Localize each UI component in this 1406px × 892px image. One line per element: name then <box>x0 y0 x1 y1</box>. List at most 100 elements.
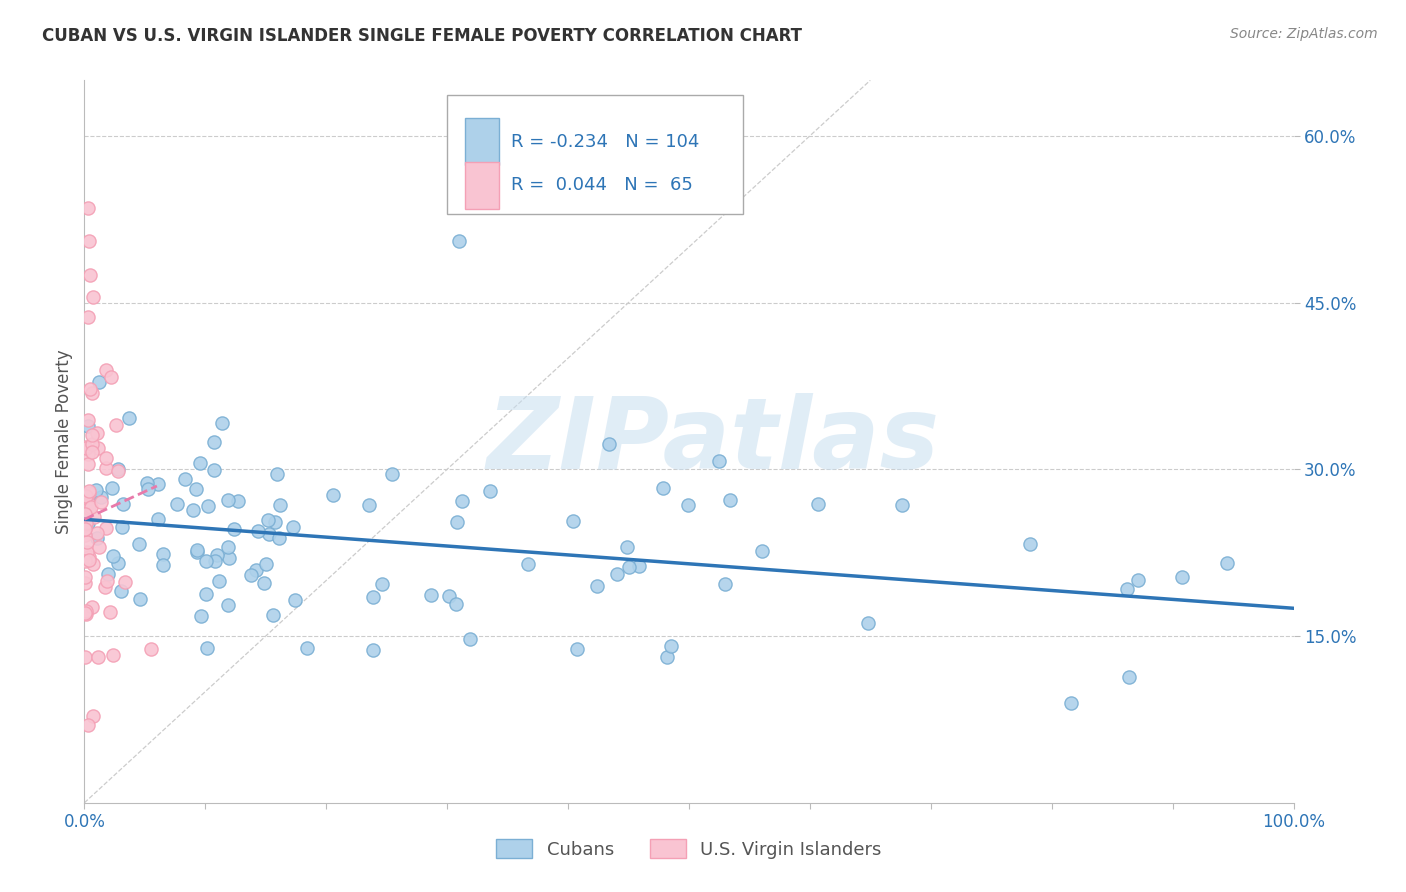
Point <box>357 498 380 512</box>
Point <box>190 456 212 470</box>
FancyBboxPatch shape <box>447 95 744 214</box>
Legend: Cubans, U.S. Virgin Islanders: Cubans, U.S. Virgin Islanders <box>489 832 889 866</box>
Point <box>197 640 219 655</box>
Point <box>76 490 98 504</box>
Point <box>76 413 98 427</box>
Point <box>245 563 267 577</box>
Point <box>807 497 830 511</box>
Point <box>73 650 96 665</box>
Point <box>139 642 162 657</box>
Point <box>616 541 638 555</box>
Bar <box>465 161 499 209</box>
Point <box>80 444 103 458</box>
Point <box>218 551 240 566</box>
Point <box>561 514 583 528</box>
Point <box>202 434 225 449</box>
Point <box>94 362 117 376</box>
Point <box>136 483 159 497</box>
Point <box>262 607 284 622</box>
Point <box>77 310 100 324</box>
Point <box>1126 573 1149 587</box>
Point <box>211 416 233 430</box>
Point <box>77 500 100 515</box>
Point <box>86 531 108 545</box>
Point <box>205 549 228 563</box>
Point <box>84 483 107 498</box>
Point <box>73 522 96 536</box>
Point <box>77 447 100 461</box>
Point <box>856 615 879 630</box>
Point <box>86 526 108 541</box>
Point <box>90 495 112 509</box>
Point <box>73 553 96 567</box>
Point <box>627 558 650 573</box>
Point <box>659 640 682 654</box>
Point <box>73 517 96 532</box>
Point <box>79 485 101 500</box>
Point <box>709 454 731 468</box>
Point <box>253 575 276 590</box>
Point <box>240 568 263 582</box>
Point <box>890 498 912 512</box>
Point <box>107 556 129 570</box>
Text: R = -0.234   N = 104: R = -0.234 N = 104 <box>512 133 700 151</box>
Point <box>110 583 132 598</box>
Text: CUBAN VS U.S. VIRGIN ISLANDER SINGLE FEMALE POVERTY CORRELATION CHART: CUBAN VS U.S. VIRGIN ISLANDER SINGLE FEM… <box>42 27 803 45</box>
Point <box>267 531 290 545</box>
Point <box>98 605 121 619</box>
Point <box>82 290 104 304</box>
Point <box>75 604 97 618</box>
Point <box>217 492 239 507</box>
Point <box>266 467 288 481</box>
Text: Source: ZipAtlas.com: Source: ZipAtlas.com <box>1230 27 1378 41</box>
Point <box>87 540 110 554</box>
Point <box>82 600 104 615</box>
Point <box>77 483 100 498</box>
Point <box>217 599 239 613</box>
Point <box>606 567 628 582</box>
Point <box>381 467 404 481</box>
Point <box>444 597 467 611</box>
Point <box>257 513 280 527</box>
Bar <box>465 119 499 165</box>
Point <box>437 589 460 603</box>
Point <box>114 575 136 590</box>
Point <box>73 554 96 568</box>
Point <box>96 574 118 588</box>
Point <box>197 499 219 513</box>
Point <box>322 488 344 502</box>
Point <box>676 498 699 512</box>
Point <box>420 587 443 601</box>
Point <box>111 497 134 511</box>
Point <box>77 497 100 511</box>
Point <box>204 554 226 568</box>
Point <box>1215 556 1237 570</box>
Point <box>100 370 122 384</box>
Point <box>598 437 620 451</box>
Point <box>284 593 307 607</box>
Point <box>652 481 675 495</box>
Point <box>361 591 384 605</box>
Point <box>217 540 239 554</box>
Point <box>75 528 97 542</box>
Point <box>76 534 98 549</box>
Point <box>83 510 105 524</box>
Point <box>184 482 207 496</box>
Point <box>1019 537 1042 551</box>
Point <box>75 607 97 621</box>
Point <box>77 419 100 434</box>
Point <box>181 503 204 517</box>
Point <box>76 545 98 559</box>
Point <box>73 441 96 455</box>
Point <box>104 418 127 433</box>
Point <box>363 643 385 657</box>
Point <box>128 592 150 607</box>
Point <box>77 235 100 249</box>
Point <box>269 498 291 512</box>
Point <box>89 376 111 390</box>
Point <box>75 489 97 503</box>
Point <box>516 557 538 571</box>
Point <box>146 512 169 526</box>
Point <box>1060 696 1083 710</box>
Text: ZIPatlas: ZIPatlas <box>486 393 939 490</box>
